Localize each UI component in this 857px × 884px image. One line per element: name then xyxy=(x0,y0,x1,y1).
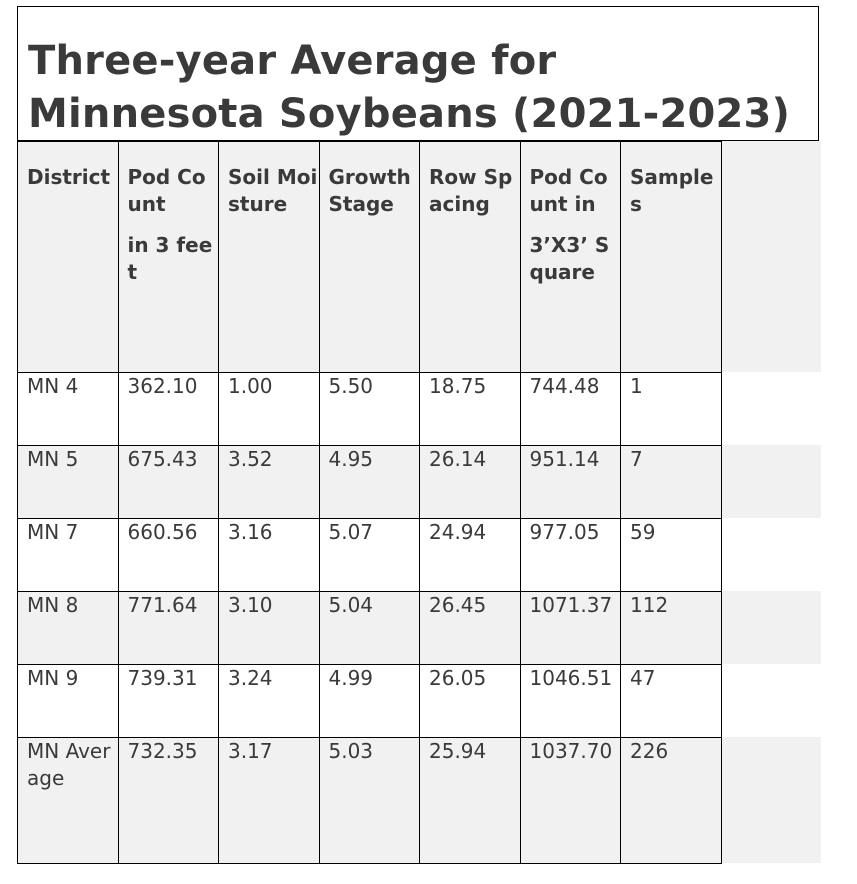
table-row: MN 5 675.43 3.52 4.95 26.14 951.14 7 xyxy=(17,445,722,519)
cell-growth-stage: 5.07 xyxy=(318,518,420,592)
table-row: MN 7 660.56 3.16 5.07 24.94 977.05 59 xyxy=(17,518,722,592)
cell-samples: 59 xyxy=(620,518,722,592)
cell-growth-stage: 5.03 xyxy=(318,737,420,864)
cell-row-spacing: 24.94 xyxy=(419,518,521,592)
cell-pod-square: 1046.51 xyxy=(519,664,621,738)
cell-pod-count: 771.64 xyxy=(117,591,219,665)
cell-samples: 112 xyxy=(620,591,722,665)
cell-samples: 47 xyxy=(620,664,722,738)
cell-soil-moisture: 3.17 xyxy=(218,737,320,864)
cell-soil-moisture: 3.52 xyxy=(218,445,320,519)
table-row-average: MN Average 732.35 3.17 5.03 25.94 1037.7… xyxy=(17,737,722,864)
cell-pod-square: 951.14 xyxy=(519,445,621,519)
column-header-pod-count: Pod Count in 3 feet xyxy=(117,141,219,373)
data-table: District Pod Count in 3 feet Soil Moistur… xyxy=(17,141,722,864)
cell-row-spacing: 26.45 xyxy=(419,591,521,665)
column-header-soil-moisture: Soil Moisture xyxy=(218,141,320,373)
column-header-district: District xyxy=(17,141,119,373)
cell-district: MN 9 xyxy=(17,664,119,738)
column-header-row-spacing: Row Spacing xyxy=(419,141,521,373)
cell-row-spacing: 25.94 xyxy=(419,737,521,864)
table-row: MN 8 771.64 3.10 5.04 26.45 1071.37 112 xyxy=(17,591,722,665)
table-row: MN 9 739.31 3.24 4.99 26.05 1046.51 47 xyxy=(17,664,722,738)
cell-samples: 7 xyxy=(620,445,722,519)
page-title: Three-year Average for Minnesota Soybean… xyxy=(28,35,790,141)
cell-pod-count: 660.56 xyxy=(117,518,219,592)
cell-soil-moisture: 3.24 xyxy=(218,664,320,738)
cell-pod-count: 732.35 xyxy=(117,737,219,864)
cell-soil-moisture: 3.10 xyxy=(218,591,320,665)
title-line-2: Minnesota Soybeans (2021-2023) xyxy=(28,91,791,137)
cell-pod-square: 1071.37 xyxy=(519,591,621,665)
cell-growth-stage: 5.04 xyxy=(318,591,420,665)
cell-pod-square: 977.05 xyxy=(519,518,621,592)
title-box: Three-year Average for Minnesota Soybean… xyxy=(17,6,819,141)
title-line-1: Three-year Average for xyxy=(28,38,557,84)
cell-district: MN 4 xyxy=(17,372,119,446)
cell-pod-count: 675.43 xyxy=(117,445,219,519)
cell-pod-count: 362.10 xyxy=(117,372,219,446)
cell-soil-moisture: 3.16 xyxy=(218,518,320,592)
cell-samples: 1 xyxy=(620,372,722,446)
column-header-pod-count-square: Pod Count in 3’X3’ Square xyxy=(519,141,621,373)
cell-pod-square: 1037.70 xyxy=(519,737,621,864)
table-row: MN 4 362.10 1.00 5.50 18.75 744.48 1 xyxy=(17,372,722,446)
cell-district: MN 7 xyxy=(17,518,119,592)
cell-growth-stage: 5.50 xyxy=(318,372,420,446)
cell-samples: 226 xyxy=(620,737,722,864)
table-header-row: District Pod Count in 3 feet Soil Moistur… xyxy=(17,141,722,373)
cell-growth-stage: 4.95 xyxy=(318,445,420,519)
cell-row-spacing: 26.05 xyxy=(419,664,521,738)
cell-district: MN 5 xyxy=(17,445,119,519)
cell-district: MN 8 xyxy=(17,591,119,665)
cell-row-spacing: 18.75 xyxy=(419,372,521,446)
cell-row-spacing: 26.14 xyxy=(419,445,521,519)
column-header-growth-stage: Growth Stage xyxy=(318,141,420,373)
column-header-samples: Samples xyxy=(620,141,722,373)
cell-district: MN Average xyxy=(17,737,119,864)
cell-pod-square: 744.48 xyxy=(519,372,621,446)
cell-pod-count: 739.31 xyxy=(117,664,219,738)
cell-growth-stage: 4.99 xyxy=(318,664,420,738)
cell-soil-moisture: 1.00 xyxy=(218,372,320,446)
